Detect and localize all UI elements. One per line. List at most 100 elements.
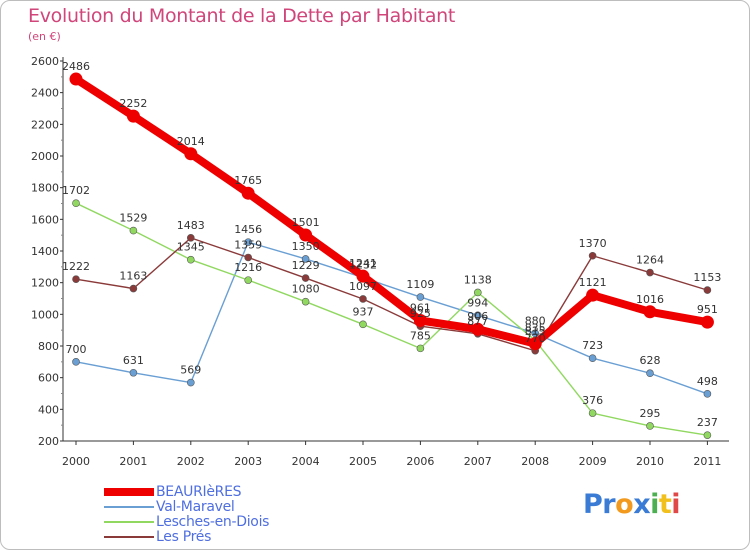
data-label: 1370: [579, 237, 607, 250]
data-point: [129, 368, 138, 377]
x-tick-label: 2011: [693, 455, 721, 468]
y-tick-label: 800: [38, 340, 59, 353]
logo-letter: o: [615, 489, 634, 520]
data-label: 631: [123, 354, 144, 367]
data-label: 295: [640, 407, 661, 420]
y-tick-label: 2400: [31, 87, 59, 100]
data-label: 1241: [349, 257, 377, 270]
data-point: [359, 320, 367, 329]
series-line: [75, 202, 709, 436]
data-point: [703, 431, 712, 439]
y-tick-label: 2000: [31, 150, 59, 163]
x-tick-label: 2005: [349, 455, 377, 468]
y-tick-label: 1600: [31, 213, 59, 226]
data-point: [129, 284, 138, 293]
data-label: 815: [525, 325, 546, 338]
logo-letter: i: [650, 489, 659, 520]
data-label: 569: [180, 364, 201, 377]
y-tick-label: 1200: [31, 277, 59, 290]
logo-letter: t: [658, 489, 672, 520]
data-label: 723: [582, 339, 603, 352]
data-label: 2486: [62, 60, 90, 73]
series-line: [75, 241, 709, 395]
data-label: 1109: [406, 278, 434, 291]
data-point: [588, 409, 597, 417]
legend-label: Val-Maravel: [156, 499, 235, 515]
data-label: 1232: [349, 259, 377, 272]
x-tick-label: 2006: [406, 455, 434, 468]
data-label: 1501: [292, 216, 320, 229]
legend-label: BEAURIèRES: [156, 484, 242, 500]
proxiti-logo: Proxiti: [583, 489, 681, 520]
y-tick-label: 600: [38, 372, 59, 385]
data-label: 376: [582, 394, 603, 407]
y-tick-label: 400: [38, 403, 59, 416]
legend-swatch: [104, 506, 154, 508]
legend-swatch: [104, 488, 154, 496]
data-point: [184, 147, 198, 161]
x-tick-label: 2003: [234, 455, 262, 468]
data-point: [69, 72, 83, 86]
data-label: 628: [640, 354, 661, 367]
data-point: [301, 255, 310, 263]
data-point: [187, 255, 195, 264]
logo-letter: i: [671, 489, 681, 520]
logo-letter: P: [583, 489, 603, 520]
data-point: [413, 314, 427, 328]
data-point: [416, 344, 425, 353]
data-label: 961: [410, 302, 431, 315]
data-point: [416, 293, 425, 301]
y-tick-label: 1400: [31, 245, 59, 258]
x-tick-label: 2001: [119, 455, 147, 468]
data-label: 937: [353, 305, 374, 318]
data-label: 1138: [464, 273, 492, 286]
legend-label: Lesches-en-Diois: [156, 514, 270, 530]
data-point: [241, 186, 255, 200]
x-tick-label: 2007: [464, 455, 492, 468]
legend-swatch: [104, 521, 154, 523]
data-label: 1222: [62, 260, 90, 273]
data-point: [244, 238, 252, 246]
data-label: 498: [697, 375, 718, 388]
data-point: [72, 275, 80, 283]
data-label: 1229: [292, 259, 320, 272]
data-point: [473, 311, 482, 320]
data-point: [187, 378, 195, 387]
legend-swatch: [104, 536, 154, 538]
data-point: [473, 288, 482, 297]
x-tick-label: 2000: [62, 455, 90, 468]
data-point: [643, 305, 657, 319]
x-tick-label: 2002: [177, 455, 205, 468]
data-point: [646, 422, 654, 430]
data-point: [588, 354, 597, 362]
data-point: [244, 253, 252, 262]
data-label: 1264: [636, 254, 664, 267]
legend-label: Les Prés: [156, 529, 212, 545]
data-point: [703, 390, 712, 398]
x-tick-label: 2009: [579, 455, 607, 468]
data-point: [301, 297, 310, 306]
data-label: 1216: [234, 261, 262, 274]
data-point: [244, 276, 252, 284]
y-tick-label: 1800: [31, 182, 59, 195]
y-tick-label: 200: [38, 435, 59, 448]
data-label: 951: [697, 303, 718, 316]
data-point: [528, 337, 542, 351]
data-label: 1483: [177, 219, 205, 232]
x-tick-label: 2004: [292, 455, 320, 468]
data-point: [646, 268, 654, 277]
data-point: [72, 199, 80, 207]
x-tick-label: 2008: [521, 455, 549, 468]
y-tick-label: 1000: [31, 308, 59, 321]
data-label: 1456: [234, 223, 262, 236]
chart-subtitle: (en €): [28, 30, 61, 43]
logo-letter: r: [602, 489, 616, 520]
data-label: 1153: [693, 271, 721, 284]
data-point: [301, 274, 310, 282]
x-tick-label: 2010: [636, 455, 664, 468]
data-label: 1350: [292, 240, 320, 253]
data-label: 880: [525, 314, 546, 327]
data-point: [356, 269, 370, 283]
